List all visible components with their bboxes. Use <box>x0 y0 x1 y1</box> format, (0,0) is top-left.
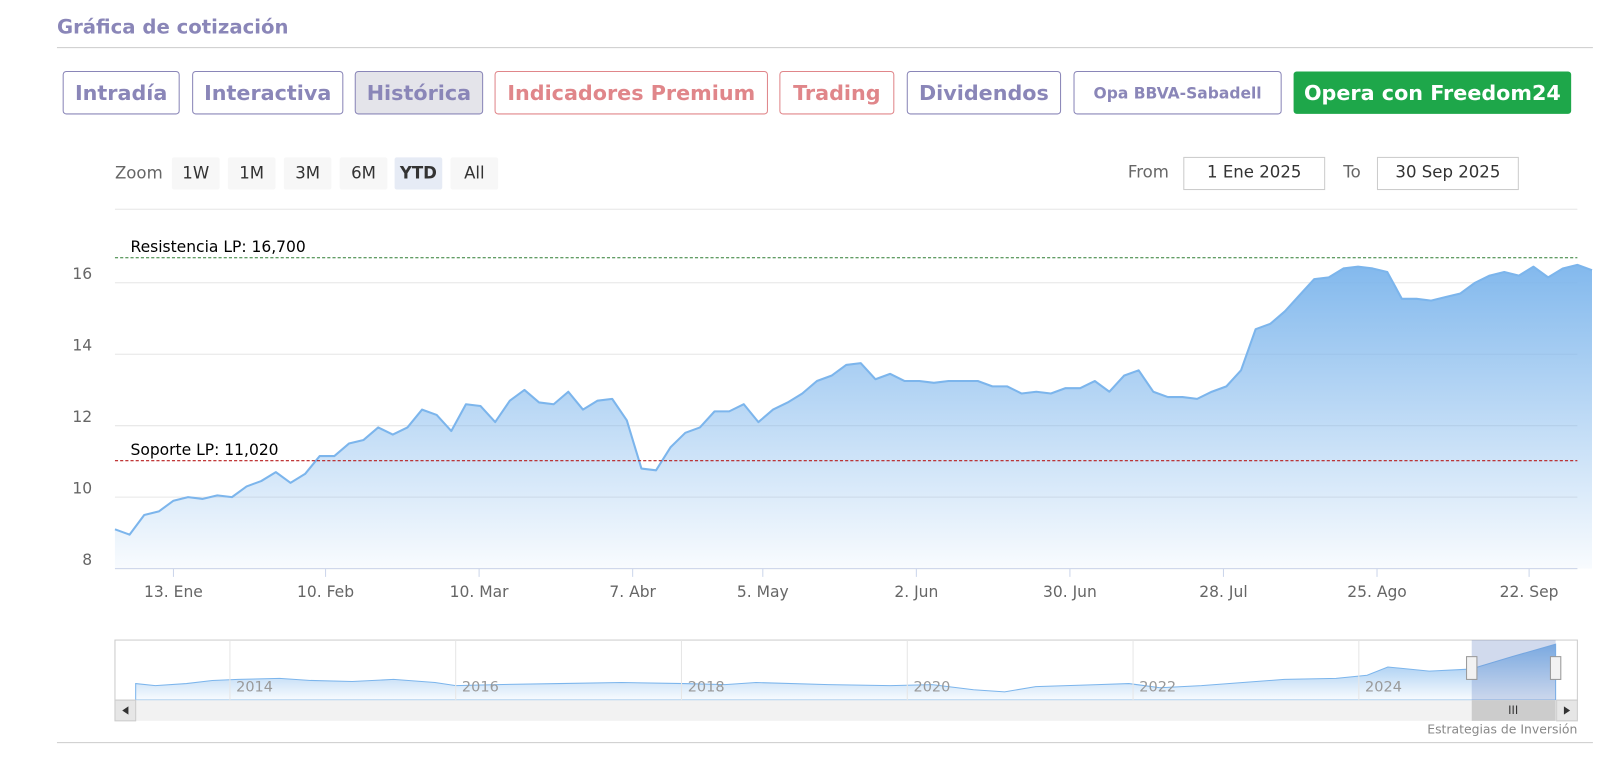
x-tick-label: 2. Jun <box>894 583 938 601</box>
navigator-series <box>135 643 1557 701</box>
tab-label: Interactiva <box>204 81 331 105</box>
navigator-year: 2020 <box>913 680 950 696</box>
y-tick-label: 14 <box>72 336 92 354</box>
x-tick-label: 10. Feb <box>297 583 354 601</box>
from-value: 1 Ene 2025 <box>1207 162 1301 181</box>
credits: Estrategias de Inversión <box>1427 722 1577 737</box>
arrow <box>122 706 129 715</box>
zoom-button-label: 1M <box>239 163 264 182</box>
y-tick-label: 16 <box>72 265 92 283</box>
tab-label: Trading <box>793 81 881 105</box>
zoom-button[interactable] <box>339 157 388 190</box>
zoom-button[interactable] <box>283 157 332 190</box>
navigator-year: 2014 <box>236 680 273 696</box>
tab-label: Intradía <box>75 81 167 105</box>
navigator-year: 2024 <box>1365 680 1402 696</box>
to-input[interactable] <box>1376 156 1519 191</box>
tab-button[interactable] <box>494 70 768 115</box>
x-tick-label: 28. Jul <box>1199 583 1247 601</box>
tab-button[interactable] <box>354 70 484 115</box>
scrollbar-grip: III <box>1508 703 1518 717</box>
tab-button[interactable] <box>906 70 1062 115</box>
x-tick-label: 22. Sep <box>1500 583 1559 601</box>
tab-label: Dividendos <box>919 81 1049 105</box>
plot-line-label: Resistencia LP: 16,700 <box>130 238 305 256</box>
x-tick-label: 25. Ago <box>1347 583 1407 601</box>
navigator-year: 2018 <box>688 680 725 696</box>
navigator-handle[interactable] <box>1466 656 1478 680</box>
y-tick-label: 8 <box>82 551 92 569</box>
from-input[interactable] <box>1183 156 1326 191</box>
zoom-button-label: 3M <box>295 163 320 182</box>
scrollbar-thumb[interactable] <box>1471 700 1556 721</box>
navigator-year: 2016 <box>462 680 499 696</box>
to-value: 30 Sep 2025 <box>1395 162 1500 181</box>
tab-label: Indicadores Premium <box>507 81 755 105</box>
x-tick-label: 30. Jun <box>1043 583 1097 601</box>
zoom-button-label: 6M <box>351 163 376 182</box>
from-label: From <box>1128 162 1169 181</box>
zoom-button-label: 1W <box>182 163 209 182</box>
navigator-handle[interactable] <box>1549 656 1562 680</box>
zoom-button-label: All <box>464 163 485 182</box>
tab-button[interactable] <box>192 70 344 115</box>
price-line <box>114 263 1593 536</box>
zoom-button[interactable] <box>450 157 499 190</box>
navigator-selection[interactable] <box>1471 640 1556 701</box>
to-label: To <box>1342 162 1360 181</box>
scrollbar <box>114 700 1578 721</box>
plot-line-label: Soporte LP: 11,020 <box>130 441 278 459</box>
root: Gráfica de cotización III Estrategias de… <box>57 15 1593 744</box>
y-tick-label: 12 <box>72 408 92 426</box>
zoom-label: Zoom <box>115 163 163 182</box>
x-tick-label: 5. May <box>737 583 789 601</box>
zoom-button[interactable] <box>394 157 443 190</box>
zoom-button[interactable] <box>227 157 276 190</box>
section-title: Gráfica de cotización <box>57 15 289 38</box>
tab-button[interactable] <box>779 70 895 115</box>
tab-label: Histórica <box>367 81 471 105</box>
x-tick-label: 13. Ene <box>144 583 203 601</box>
area-fill <box>114 264 1592 569</box>
zoom-button[interactable] <box>171 157 220 190</box>
cta-label: Opera con Freedom24 <box>1304 81 1561 105</box>
x-tick-label: 7. Abr <box>609 583 656 601</box>
cta-button[interactable] <box>1293 71 1572 114</box>
tab-button[interactable] <box>62 70 180 115</box>
zoom-button-label: YTD <box>399 163 437 182</box>
arrow <box>1563 706 1571 715</box>
tab-button[interactable] <box>1073 70 1282 115</box>
x-tick-label: 10. Mar <box>450 583 510 601</box>
tab-label: Opa BBVA-Sabadell <box>1094 85 1262 103</box>
y-tick-label: 10 <box>72 479 92 497</box>
navigator-year: 2022 <box>1139 680 1176 696</box>
